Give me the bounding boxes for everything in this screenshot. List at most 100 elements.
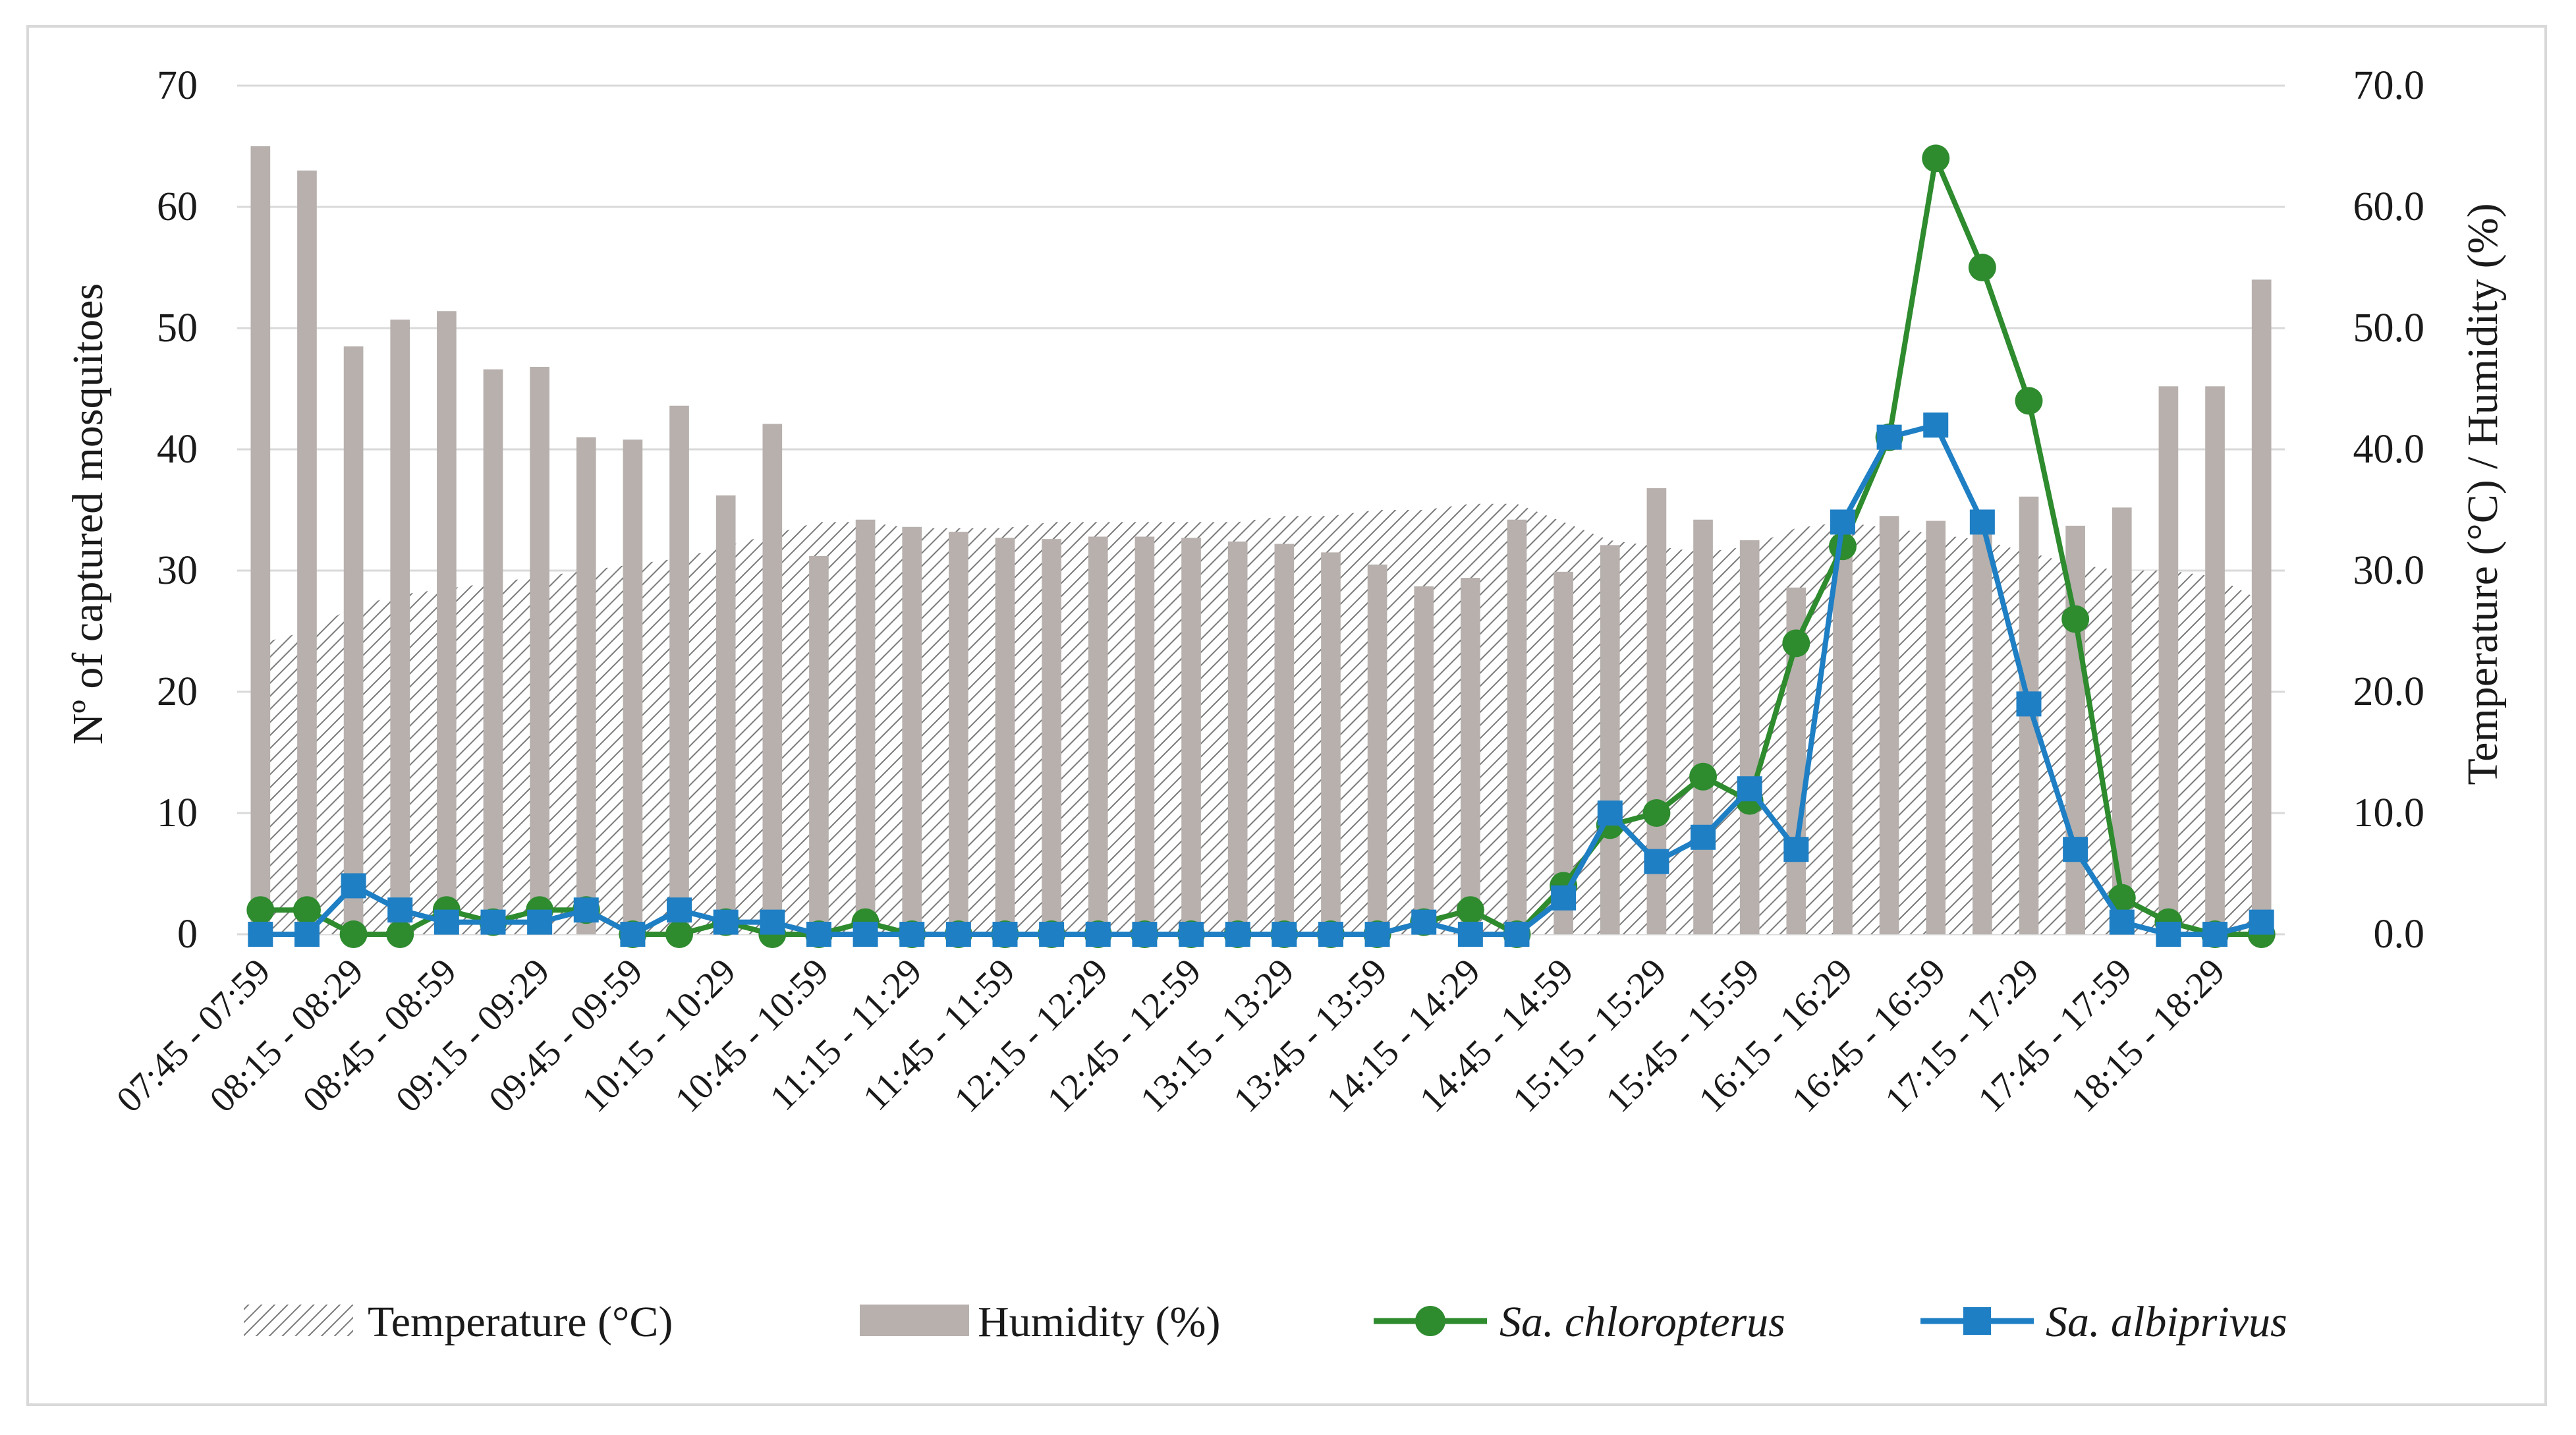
legend-chloropterus-marker — [1415, 1306, 1445, 1336]
humidity-bar — [1321, 552, 1341, 934]
albiprivus-point — [1179, 922, 1204, 947]
chloropterus-point — [1689, 762, 1718, 791]
chloropterus-point — [1642, 799, 1671, 827]
albiprivus-point — [2249, 909, 2274, 935]
left-tick-label: 70 — [157, 63, 198, 108]
humidity-bar — [2205, 386, 2225, 934]
temperature-area — [251, 503, 2271, 934]
temperature-area-layer — [251, 503, 2271, 934]
humidity-bar — [437, 311, 457, 934]
humidity-bar — [390, 320, 410, 934]
albiprivus-point — [341, 873, 366, 899]
humidity-bar — [669, 405, 689, 934]
left-tick-label: 60 — [157, 184, 198, 229]
albiprivus-point — [713, 909, 739, 935]
humidity-bar — [1973, 530, 1992, 934]
albiprivus-point — [1551, 885, 1577, 911]
albiprivus-point — [434, 909, 459, 935]
humidity-bar — [1227, 541, 1248, 934]
humidity-bar — [1414, 586, 1434, 934]
humidity-bar — [1134, 536, 1155, 934]
humidity-bar — [297, 170, 317, 934]
species-lines-layer — [246, 144, 2276, 948]
legend-albiprivus-marker — [1963, 1307, 1991, 1335]
humidity-bar — [1367, 564, 1387, 934]
humidity-bar — [1088, 536, 1108, 934]
albiprivus-point — [1085, 922, 1111, 947]
legend-albiprivus-label: Sa. albiprivus — [2046, 1298, 2287, 1346]
humidity-bar — [1181, 538, 1201, 934]
humidity-bar — [855, 519, 876, 934]
chloropterus-point — [1968, 254, 1996, 281]
humidity-bar — [1274, 544, 1295, 934]
legend: Temperature (°C) Humidity (%) Sa. chloro… — [244, 1298, 2287, 1346]
albiprivus-point — [992, 922, 1018, 947]
chloropterus-point — [246, 896, 275, 924]
left-tick-label: 40 — [157, 427, 198, 472]
left-tick-label: 20 — [157, 669, 198, 714]
humidity-bars-layer — [250, 146, 2272, 934]
albiprivus-point — [853, 922, 878, 947]
albiprivus-point — [2156, 922, 2181, 947]
albiprivus-point — [1923, 412, 1949, 438]
humidity-bar — [1833, 535, 1853, 934]
chloropterus-point — [1782, 629, 1810, 658]
humidity-bar — [530, 366, 549, 934]
right-tick-label: 60.0 — [2353, 184, 2425, 229]
albiprivus-point — [2109, 909, 2135, 935]
albiprivus-point — [1504, 922, 1530, 947]
humidity-bar — [483, 369, 503, 934]
humidity-bar — [762, 424, 783, 934]
albiprivus-point — [1830, 509, 1855, 535]
albiprivus-point — [806, 922, 831, 947]
right-tick-label: 10.0 — [2353, 791, 2425, 835]
right-tick-label: 70.0 — [2353, 63, 2425, 108]
albiprivus-point — [620, 922, 646, 947]
chloropterus-point — [386, 920, 414, 948]
humidity-bar — [1693, 519, 1713, 934]
humidity-bar — [949, 532, 968, 934]
legend-temperature-label: Temperature (°C) — [368, 1298, 673, 1346]
chloropterus-point — [293, 896, 321, 924]
humidity-bar — [1461, 578, 1480, 934]
albiprivus-point — [1783, 837, 1809, 862]
chloropterus-point — [665, 920, 694, 948]
left-tick-label: 0 — [177, 912, 198, 957]
albiprivus-point — [1597, 801, 1623, 826]
humidity-bar — [343, 346, 364, 934]
humidity-bar — [250, 146, 271, 934]
humidity-bar — [995, 538, 1015, 934]
albiprivus-point — [1225, 922, 1250, 947]
humidity-bar — [902, 526, 922, 934]
chloropterus-point — [339, 920, 368, 948]
right-tick-label: 0.0 — [2374, 912, 2425, 957]
albiprivus-point — [480, 909, 506, 935]
albiprivus-point — [573, 897, 599, 923]
humidity-bar — [715, 495, 736, 934]
legend-humidity-swatch — [860, 1305, 969, 1336]
humidity-bar — [1879, 516, 1899, 934]
albiprivus-point — [1644, 849, 1669, 874]
albiprivus-point — [1737, 776, 1762, 802]
right-tick-label: 50.0 — [2353, 306, 2425, 351]
albiprivus-point — [527, 909, 553, 935]
left-tick-label: 10 — [157, 791, 198, 835]
albiprivus-point — [248, 922, 273, 947]
humidity-bar — [1739, 540, 1760, 934]
chloropterus-point — [2061, 605, 2090, 633]
right-tick-label: 40.0 — [2353, 427, 2425, 472]
chloropterus-point — [2108, 884, 2136, 912]
albiprivus-point — [2016, 691, 2042, 717]
humidity-bar — [2251, 279, 2272, 934]
albiprivus-point — [2063, 837, 2088, 862]
albiprivus-point — [1364, 922, 1390, 947]
albiprivus-point — [1132, 922, 1158, 947]
right-tick-label: 30.0 — [2353, 548, 2425, 593]
left-tick-label: 30 — [157, 548, 198, 593]
humidity-bar — [1507, 519, 1527, 934]
humidity-bar — [576, 437, 596, 934]
albiprivus-point — [1876, 424, 1902, 450]
legend-humidity-label: Humidity (%) — [978, 1298, 1220, 1346]
albiprivus-point — [1039, 922, 1065, 947]
